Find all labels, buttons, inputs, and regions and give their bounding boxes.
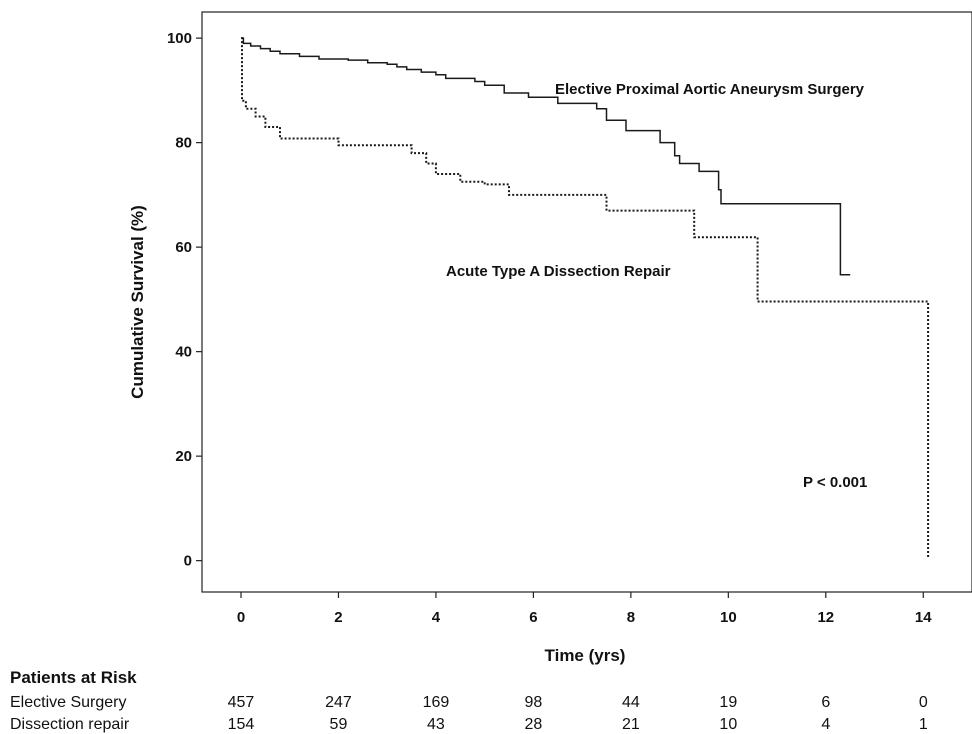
risk-value: 0 [919, 694, 928, 711]
risk-value: 6 [821, 694, 830, 711]
risk-value: 1 [919, 716, 928, 733]
risk-value: 457 [228, 694, 255, 711]
risk-value: 169 [423, 694, 450, 711]
y-axis-title: Cumulative Survival (%) [128, 205, 147, 399]
x-tick-label: 4 [432, 609, 441, 626]
x-tick-label: 10 [720, 609, 737, 626]
x-tick-label: 8 [627, 609, 635, 626]
y-tick-label: 80 [175, 135, 192, 152]
x-tick-label: 2 [334, 609, 342, 626]
risk-table: Elective Surgery 457 247 169 98 44 19 6 0 Dissect… [10, 694, 928, 733]
y-axis: 0 20 40 60 80 100 [167, 30, 202, 570]
risk-row-label: Elective Surgery [10, 694, 127, 711]
dissection-survival-curve [241, 37, 930, 557]
x-axis-title: Time (yrs) [545, 646, 626, 665]
survival-curves [241, 37, 930, 557]
p-value-label: P < 0.001 [803, 474, 867, 491]
x-tick-label: 0 [237, 609, 245, 626]
y-tick-label: 40 [175, 344, 192, 361]
x-tick-label: 14 [915, 609, 932, 626]
risk-value: 98 [524, 694, 542, 711]
risk-value: 154 [228, 716, 255, 733]
dissection-curve-label: Acute Type A Dissection Repair [446, 263, 671, 280]
x-axis: 0 2 4 6 8 10 12 14 [237, 592, 932, 626]
risk-value: 19 [719, 694, 737, 711]
risk-value: 44 [622, 694, 640, 711]
x-tick-label: 6 [529, 609, 537, 626]
risk-value: 28 [524, 716, 542, 733]
risk-value: 43 [427, 716, 445, 733]
y-tick-label: 20 [175, 448, 192, 465]
risk-value: 10 [719, 716, 737, 733]
y-tick-label: 0 [184, 553, 192, 570]
risk-value: 59 [330, 716, 348, 733]
elective-survival-curve [241, 37, 851, 276]
plot-frame [201, 11, 972, 593]
elective-curve-label: Elective Proximal Aortic Aneurysm Surger… [555, 81, 865, 98]
risk-table-title: Patients at Risk [10, 668, 137, 687]
risk-value: 21 [622, 716, 640, 733]
risk-value: 4 [821, 716, 830, 733]
y-tick-label: 100 [167, 30, 192, 47]
x-tick-label: 12 [817, 609, 834, 626]
risk-value: 247 [325, 694, 352, 711]
y-tick-label: 60 [175, 239, 192, 256]
risk-row-label: Dissection repair [10, 716, 130, 733]
